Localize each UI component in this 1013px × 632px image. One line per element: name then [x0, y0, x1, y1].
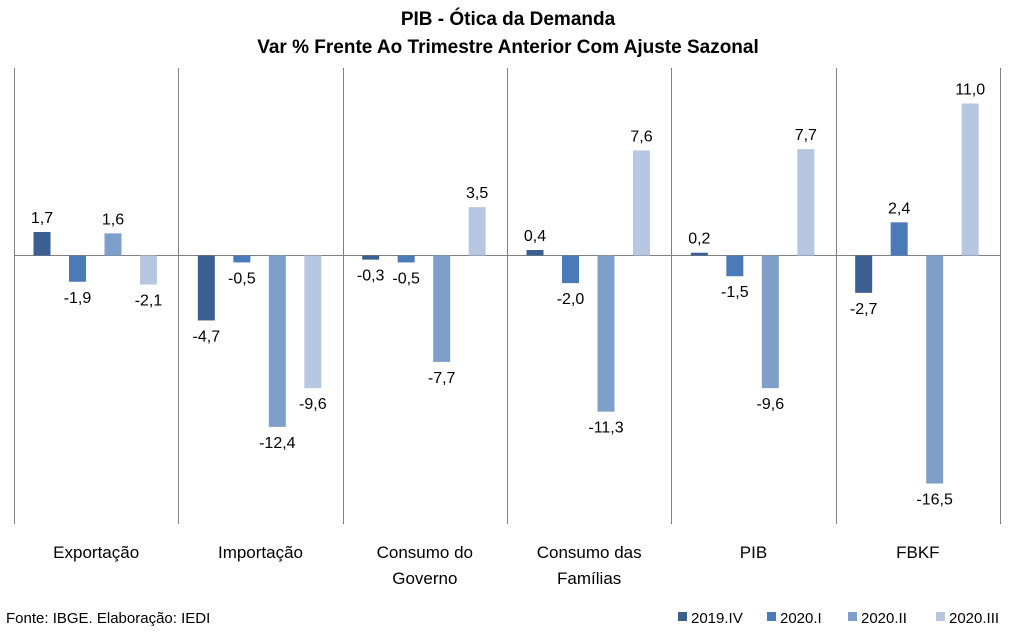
bar [69, 255, 86, 282]
bar [797, 149, 815, 256]
bar [468, 207, 486, 256]
bar [197, 255, 215, 321]
chart-title: PIB - Ótica da Demanda [401, 8, 616, 30]
data-label: -2,0 [557, 291, 585, 308]
data-label: -4,7 [193, 328, 221, 345]
legend-label: 2020.II [861, 610, 907, 627]
category-label: Consumo das [537, 543, 642, 562]
data-label: -0,3 [357, 268, 385, 285]
category-label: Governo [392, 569, 457, 588]
bar [726, 255, 744, 277]
data-label: -16,5 [916, 492, 953, 509]
data-label: -12,4 [259, 435, 296, 452]
legend: 2019.IV 2020.I 2020.II 2020.III [678, 610, 999, 627]
data-label: -2,7 [850, 301, 878, 318]
bar [268, 255, 286, 427]
category-label: PIB [740, 543, 767, 562]
chart-subtitle: Var % Frente Ao Trimestre Anterior Com A… [257, 37, 759, 58]
data-label: -7,7 [428, 370, 456, 387]
bar [233, 255, 251, 263]
value-labels: 1,7 -4,7 -0,3 0,4 0,2 -2,7 -1,9 -0,5 -0,5 -2,0 -1,… [31, 81, 985, 508]
data-label: -9,6 [757, 396, 785, 413]
bar [690, 252, 708, 256]
bar [397, 255, 415, 263]
category-label: Exportação [53, 543, 139, 562]
bar [362, 255, 380, 260]
data-label: -1,5 [721, 284, 749, 301]
legend-label: 2019.IV [691, 610, 743, 627]
legend-label: 2020.III [949, 610, 999, 627]
bars [33, 103, 979, 484]
bar [526, 249, 544, 256]
bar [433, 255, 451, 362]
category-label: FBKF [896, 543, 939, 562]
data-label: 1,7 [31, 210, 53, 227]
category-label: Consumo do [377, 543, 473, 562]
bar [890, 222, 908, 256]
legend-swatch [767, 612, 776, 621]
legend-swatch [678, 612, 687, 621]
data-label: 2,4 [888, 200, 910, 217]
data-label: -0,5 [228, 270, 256, 287]
bar [597, 255, 615, 412]
data-label: 3,5 [466, 185, 488, 202]
data-label: 7,6 [630, 128, 652, 145]
data-label: 0,4 [524, 228, 546, 245]
legend-label: 2020.I [780, 610, 822, 627]
category-label: Famílias [557, 569, 621, 588]
bar [855, 255, 873, 293]
data-label: 11,0 [955, 81, 985, 98]
bar [304, 255, 322, 389]
bar [562, 255, 579, 284]
legend-swatch [936, 612, 945, 621]
data-label: -9,6 [299, 396, 327, 413]
data-label: -1,9 [64, 290, 92, 307]
data-label: 1,6 [102, 211, 124, 228]
category-labels: Exportação Importação Consumo do Governo Con… [53, 543, 939, 588]
bar [104, 233, 122, 256]
data-label: -0,5 [392, 270, 420, 287]
category-separators [14, 68, 1001, 524]
bar [140, 255, 157, 285]
data-label: 0,2 [688, 231, 710, 248]
data-label: 7,7 [795, 127, 817, 144]
bar [926, 255, 944, 484]
legend-swatch [848, 612, 857, 621]
data-label: -11,3 [588, 420, 623, 437]
source-note: Fonte: IBGE. Elaboração: IEDI [6, 610, 210, 627]
bar [33, 232, 51, 256]
bar [961, 103, 979, 256]
data-label: -2,1 [135, 293, 163, 310]
bar [761, 255, 779, 389]
category-label: Importação [218, 543, 303, 562]
bar [633, 150, 650, 256]
